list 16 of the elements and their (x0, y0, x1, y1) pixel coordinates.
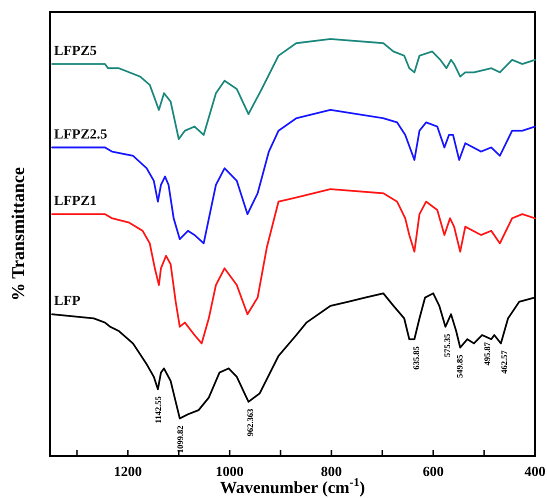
annotation: 495.87 (482, 341, 492, 366)
annotation: 1142.55 (153, 396, 164, 424)
series-label: LFPZ1 (54, 194, 97, 210)
x-tick-label: 1200 (114, 464, 142, 480)
annotation: 549.85 (454, 354, 465, 378)
series-label: LFPZ5 (54, 44, 97, 60)
annotation: 462.57 (499, 350, 510, 374)
y-axis-title: % Transmittance (8, 167, 28, 301)
x-tick-label: 600 (422, 464, 444, 480)
series-label: LFP (54, 294, 81, 310)
x-tick-label: 400 (524, 464, 546, 480)
series-label: LFPZ2.5 (54, 127, 108, 142)
annotation: 575.35 (442, 334, 452, 358)
annotation: 1099.82 (174, 425, 185, 454)
annotation: 962.363 (244, 408, 255, 436)
annotation: 635.85 (410, 346, 421, 370)
